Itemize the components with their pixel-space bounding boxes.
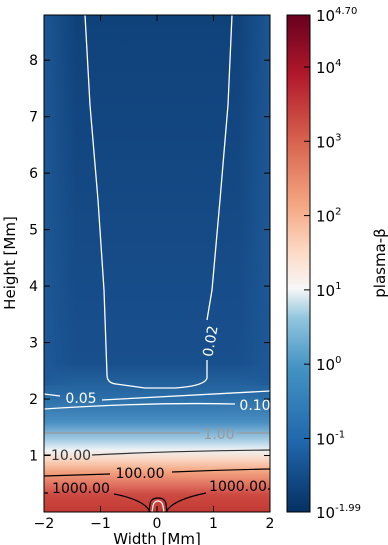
x-axis-ticks: −2 −1 0 1 2	[34, 15, 275, 532]
field-side-shading	[44, 15, 270, 385]
contour-lines	[44, 15, 270, 512]
contour-label-10.00: 10.00	[51, 448, 91, 464]
y-axis-label: Height [Mm]	[1, 216, 19, 310]
contour-label-1.00: 1.00	[203, 427, 234, 443]
x-tick-label: 0	[153, 516, 162, 532]
contour-label-0.02: 0.02	[200, 325, 221, 358]
contour-label-100.00: 100.00	[116, 466, 165, 482]
contour-core-white	[151, 500, 165, 512]
contour-core	[148, 497, 168, 512]
y-tick-label: 7	[29, 110, 38, 126]
contour-0.02	[84, 15, 233, 389]
contour-0.05	[44, 390, 270, 401]
colorbar-tick-label: 10-1.99	[316, 503, 361, 522]
x-tick-label: −2	[34, 516, 55, 532]
x-tick-label: 2	[266, 516, 275, 532]
colorbar-tick-label: 103	[316, 132, 341, 151]
x-axis-label: Width [Mm]	[113, 530, 201, 545]
contour-label-1000.00-left: 1000.00	[52, 481, 110, 497]
y-tick-label: 3	[29, 336, 38, 352]
contour-10.00	[44, 449, 270, 456]
y-tick-label: 4	[29, 279, 38, 295]
y-tick-label: 2	[29, 392, 38, 408]
colorbar-tick-label: 102	[316, 207, 341, 226]
x-tick-label: −1	[90, 516, 111, 532]
colorbar-tick-label: 104	[316, 58, 341, 77]
contour-100.00	[44, 468, 270, 477]
contour-label-0.10: 0.10	[239, 398, 270, 414]
contour-label-0.05: 0.05	[65, 391, 96, 407]
colorbar-label: plasma-β	[371, 228, 388, 298]
y-axis-ticks: 1 2 3 4 5 6 7 8	[29, 53, 270, 465]
colorbar-tick-label: 104.70	[316, 6, 357, 25]
beta-field	[44, 15, 270, 512]
colorbar-tick-label: 100	[316, 355, 341, 374]
y-tick-label: 1	[29, 449, 38, 465]
contour-label-1000.00-right: 1000.00	[209, 479, 267, 495]
colorbar	[286, 14, 311, 513]
y-tick-label: 5	[29, 223, 38, 239]
y-tick-label: 8	[29, 53, 38, 69]
x-tick-label: 1	[209, 516, 218, 532]
contour-labels: 0.02 0.05 0.10 1.00 10.00 100.00 1000.00…	[51, 325, 271, 497]
colorbar-tick-label: 101	[316, 281, 341, 300]
y-tick-label: 6	[29, 166, 38, 182]
colorbar-tick-label: 10-1	[316, 429, 345, 448]
colorbar-ticks: 10-1.99 10-1 100 101 102 103 104 104.70	[304, 6, 361, 522]
